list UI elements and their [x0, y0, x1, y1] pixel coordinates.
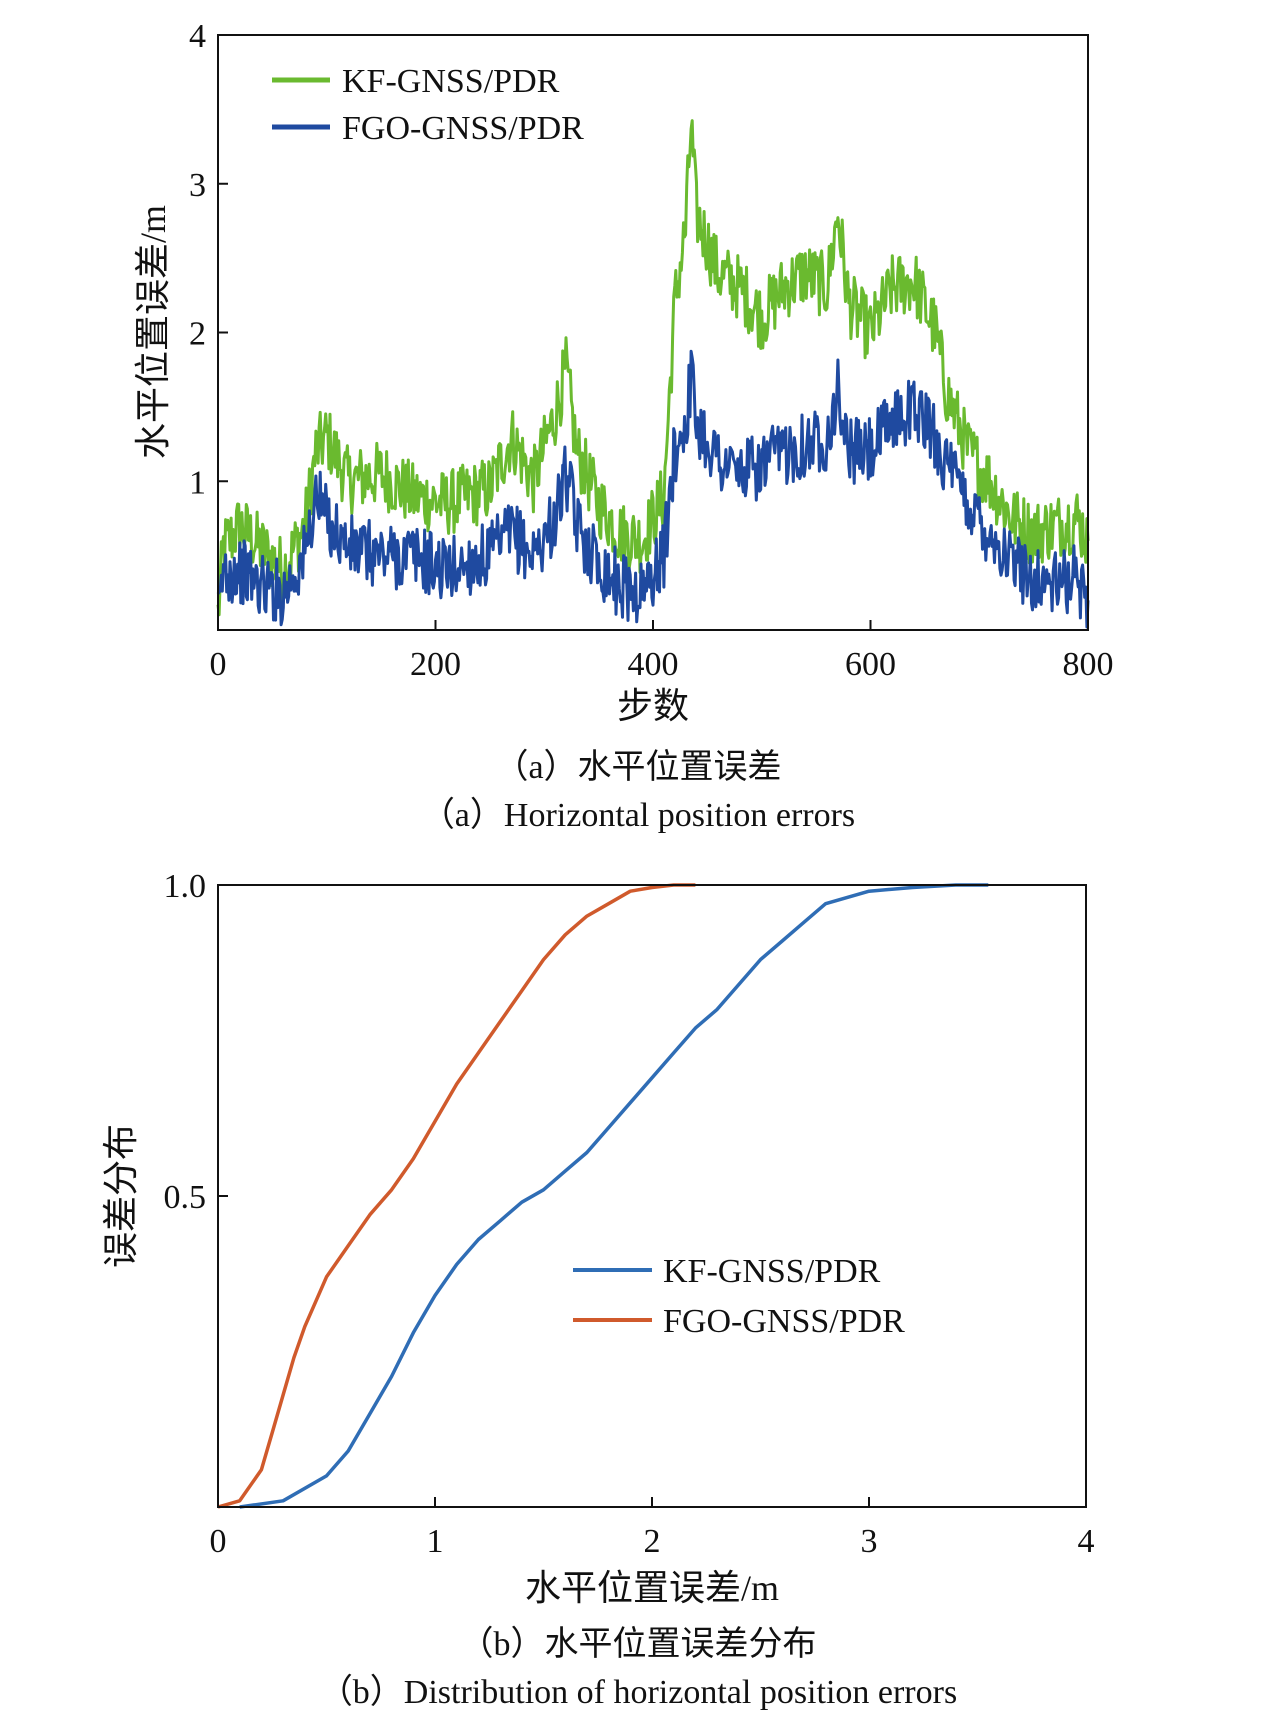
chart-b-x-tick-label: 2: [644, 1523, 661, 1560]
chart-a-y-tick-label: 4: [189, 18, 206, 55]
chart-b-x-tick-label: 3: [861, 1523, 878, 1560]
chart-a-legend: KF-GNSS/PDR FGO-GNSS/PDR: [272, 63, 584, 147]
chart-a-horizontal-position-errors: 0 200 400 600 800 1 2 3 4 步数 水平位置误差/m KF-GNSS/P…: [133, 18, 1114, 834]
chart-b-x-axis-label: 水平位置误差/m: [525, 1568, 779, 1608]
chart-a-series-kf-line: [216, 119, 1090, 617]
chart-b-x-tick-label: 0: [210, 1523, 227, 1560]
chart-b-plot-frame: [217, 884, 1087, 1508]
chart-b-series-kf-line: [239, 883, 989, 1509]
chart-a-y-axis-label: 水平位置误差/m: [133, 205, 173, 459]
chart-a-y-tick-label: 1: [189, 464, 206, 501]
chart-b-y-tick-label: 1.0: [164, 868, 207, 905]
chart-b-series-fgo-line: [217, 883, 696, 1509]
chart-a-y-tick-label: 2: [189, 316, 206, 353]
chart-a-y-tick-label: 3: [189, 167, 206, 204]
chart-b-x-tick-label: 1: [427, 1523, 444, 1560]
caption-a-chinese: （a）水平位置误差: [494, 748, 781, 786]
chart-b-y-axis-label: 误差分布: [101, 1124, 141, 1268]
chart-a-x-tick-label: 400: [628, 646, 679, 683]
chart-a-x-ticks: 0 200 400 600 800: [210, 620, 1114, 683]
chart-a-x-axis-label: 步数: [617, 686, 689, 726]
chart-b-error-distribution: 0 1 2 3 4 0.5 1.0 水平位置误差/m 误差分布 KF-GNSS/PDR F…: [101, 868, 1095, 1711]
chart-b-y-tick-label: 0.5: [164, 1179, 207, 1216]
chart-a-x-tick-label: 0: [210, 646, 227, 683]
chart-a-x-tick-label: 200: [410, 646, 461, 683]
chart-a-legend-label-fgo: FGO-GNSS/PDR: [342, 110, 584, 147]
chart-a-series-fgo-line: [216, 349, 1090, 629]
chart-b-x-ticks: 0 1 2 3 4: [210, 1497, 1095, 1560]
caption-a-english: （a）Horizontal position errors: [421, 796, 855, 834]
chart-b-legend: KF-GNSS/PDR FGO-GNSS/PDR: [573, 1253, 905, 1340]
chart-b-y-ticks: 0.5 1.0: [164, 868, 228, 1216]
chart-a-x-tick-label: 800: [1063, 646, 1114, 683]
chart-b-legend-label-kf: KF-GNSS/PDR: [663, 1253, 881, 1290]
chart-a-x-tick-label: 600: [845, 646, 896, 683]
chart-a-y-ticks: 1 2 3 4: [189, 18, 228, 501]
caption-b-chinese: （b）水平位置误差分布: [460, 1625, 817, 1663]
caption-b-english: （b）Distribution of horizontal position e…: [319, 1673, 957, 1711]
chart-b-legend-label-fgo: FGO-GNSS/PDR: [663, 1303, 905, 1340]
chart-b-x-tick-label: 4: [1078, 1523, 1095, 1560]
chart-b-series-layer: [217, 883, 989, 1509]
chart-a-legend-label-kf: KF-GNSS/PDR: [342, 63, 560, 100]
chart-a-series-layer: [216, 119, 1090, 629]
